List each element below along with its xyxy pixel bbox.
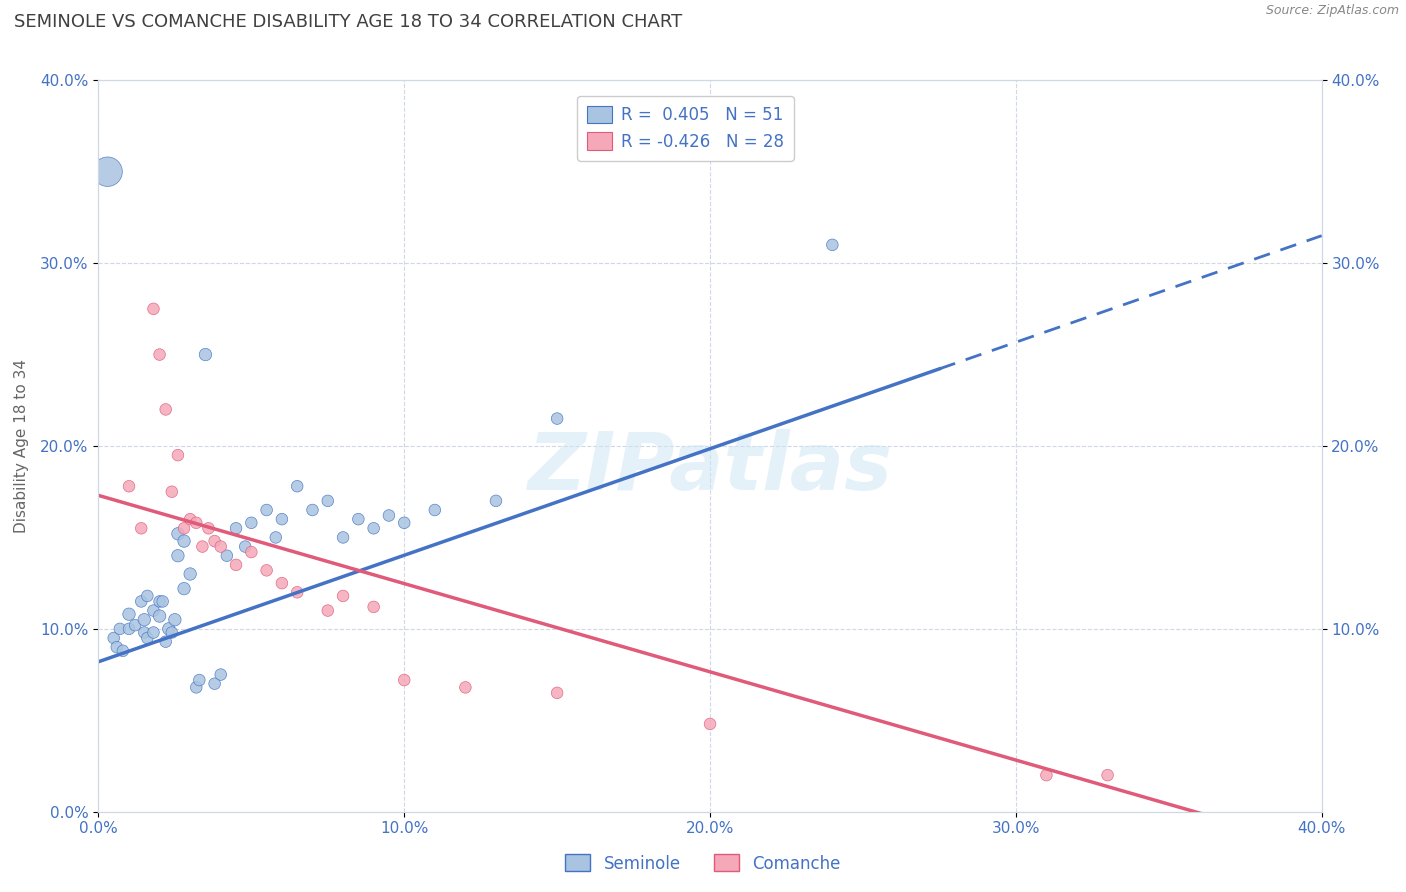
Point [1035, 768, 1057, 782]
Point [215, 549, 238, 563]
Point [270, 512, 292, 526]
Point [546, 411, 568, 425]
Point [155, 402, 177, 417]
Legend: Seminole, Comanche: Seminole, Comanche [558, 847, 848, 880]
Point [316, 603, 339, 617]
Point [167, 526, 190, 541]
Point [149, 348, 172, 362]
Y-axis label: Disability Age 18 to 34: Disability Age 18 to 34 [14, 359, 30, 533]
Point [392, 673, 416, 687]
Point [256, 503, 278, 517]
Point [105, 640, 128, 655]
Point [118, 607, 141, 622]
Point [209, 540, 232, 554]
Point [179, 567, 201, 582]
Point [240, 516, 263, 530]
Point [155, 634, 177, 648]
Text: Source: ZipAtlas.com: Source: ZipAtlas.com [1265, 4, 1399, 18]
Point [142, 603, 165, 617]
Point [108, 622, 131, 636]
Point [163, 613, 186, 627]
Point [136, 589, 159, 603]
Point [157, 622, 180, 636]
Point [485, 493, 508, 508]
Point [173, 582, 195, 596]
Point [233, 540, 256, 554]
Point [392, 516, 416, 530]
Point [301, 503, 323, 517]
Point [285, 479, 308, 493]
Point [285, 585, 308, 599]
Point [332, 530, 354, 544]
Point [173, 521, 195, 535]
Point [186, 516, 208, 530]
Point [129, 594, 152, 608]
Point [152, 594, 174, 608]
Point [134, 613, 156, 627]
Point [378, 508, 401, 523]
Point [699, 717, 721, 731]
Point [316, 493, 339, 508]
Point [363, 599, 385, 614]
Point [332, 589, 354, 603]
Point [186, 681, 208, 695]
Point [142, 625, 165, 640]
Point [225, 521, 247, 535]
Point [209, 667, 232, 681]
Point [167, 448, 190, 462]
Point [129, 521, 152, 535]
Point [118, 622, 141, 636]
Point [454, 681, 477, 695]
Point [149, 609, 172, 624]
Point [134, 625, 156, 640]
Point [264, 530, 287, 544]
Point [423, 503, 446, 517]
Point [240, 545, 263, 559]
Point [188, 673, 211, 687]
Point [347, 512, 370, 526]
Point [118, 479, 141, 493]
Point [173, 534, 195, 549]
Point [149, 594, 172, 608]
Point [179, 512, 201, 526]
Point [97, 165, 120, 179]
Point [111, 644, 134, 658]
Legend: R =  0.405   N = 51, R = -0.426   N = 28: R = 0.405 N = 51, R = -0.426 N = 28 [578, 96, 794, 161]
Point [1097, 768, 1119, 782]
Point [194, 348, 217, 362]
Point [270, 576, 292, 591]
Point [124, 618, 146, 632]
Point [256, 563, 278, 577]
Point [204, 676, 226, 690]
Point [197, 521, 219, 535]
Point [160, 484, 183, 499]
Point [821, 238, 844, 252]
Text: SEMINOLE VS COMANCHE DISABILITY AGE 18 TO 34 CORRELATION CHART: SEMINOLE VS COMANCHE DISABILITY AGE 18 T… [14, 13, 682, 31]
Point [191, 540, 214, 554]
Point [546, 686, 568, 700]
Point [142, 301, 165, 316]
Point [204, 534, 226, 549]
Point [225, 558, 247, 572]
Point [363, 521, 385, 535]
Point [103, 631, 125, 645]
Point [136, 631, 159, 645]
Point [160, 625, 183, 640]
Text: ZIPatlas: ZIPatlas [527, 429, 893, 507]
Point [167, 549, 190, 563]
